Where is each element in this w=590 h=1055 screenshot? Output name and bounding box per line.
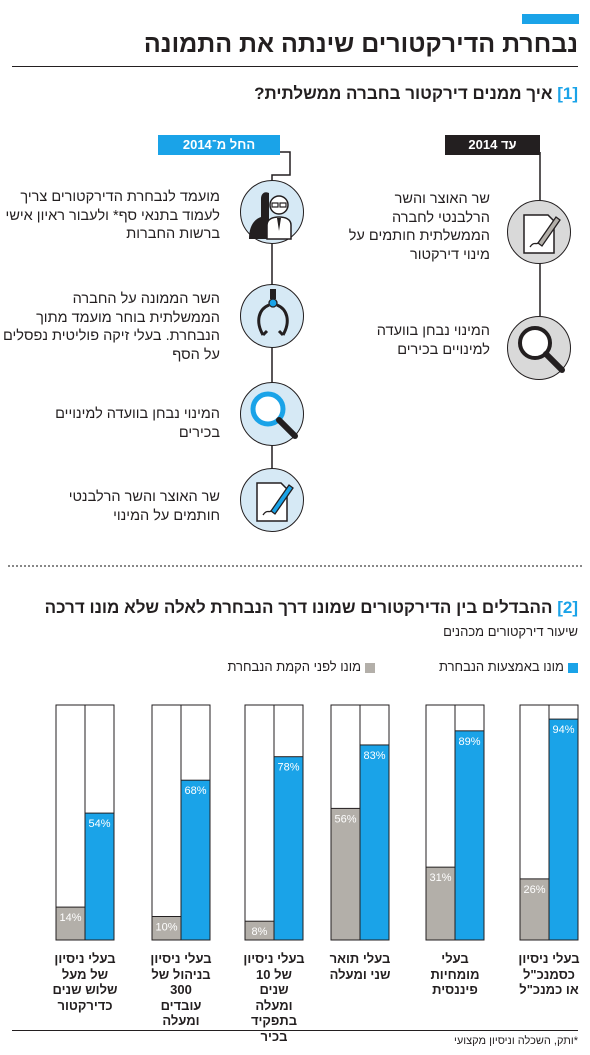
category-label: בעלי תואר שני ומעלה <box>329 951 391 982</box>
category-label: בעלי ניסיון כסמנכ"ל או כמנכ"ל <box>518 951 580 997</box>
value-label-selected: 83% <box>363 750 385 762</box>
bar-before <box>519 878 550 941</box>
before-step-1-text: שר האוצר והשר הרלבנטי לחברה הממשלתית חות… <box>348 191 490 263</box>
section2-title: ההבדלים בין הדירקטורים שמונו דרך הנבחרת … <box>44 598 553 617</box>
businessman-icon <box>240 180 304 244</box>
value-label-before: 26% <box>523 884 545 896</box>
section2-number: [2] <box>557 598 578 617</box>
header-accent-bar <box>522 14 579 24</box>
tag-until-2014: עד 2014 <box>445 135 540 155</box>
value-label-selected: 68% <box>184 785 206 797</box>
after-step-1-text: מועמד לנבחרת הדירקטורים צריך לעמוד בתנאי… <box>5 189 220 242</box>
footnote: *ותק, השכלה וניסיון מקצועי <box>454 1035 578 1047</box>
section1-title: איך ממנים דירקטור בחברה ממשלתית? <box>254 84 553 103</box>
legend-selected-label: מונו באמצעות הנבחרת <box>438 659 564 674</box>
bar-before <box>425 866 456 941</box>
chart-subtitle: שיעור דירקטורים מכהנים <box>443 624 578 639</box>
section2-heading: [2] ההבדלים בין הדירקטורים שמונו דרך הנב… <box>45 598 578 618</box>
value-label-before: 10% <box>155 922 177 934</box>
section-divider <box>8 565 582 567</box>
category-label: בעלי ניסיון בניהול של 300 עובדים ומעלה <box>150 951 212 1028</box>
category-label: בעלי ניסיון של 10 שנים ומעלה בתפקיד בכיר <box>243 951 305 1044</box>
bar-selected <box>454 730 485 941</box>
legend-selected: מונו באמצעות הנבחרת <box>439 659 578 674</box>
bar-outline-before <box>55 704 86 941</box>
bar-outline-before <box>151 704 182 941</box>
value-label-before: 14% <box>59 912 81 924</box>
legend-before: מונו לפני הקמת הנבחרת <box>227 659 375 674</box>
pen-signing-icon <box>240 468 304 532</box>
magnifier-icon <box>240 382 304 446</box>
after-step-4-text: שר האוצר והשר הרלבנטי חותמים על המינוי <box>68 489 220 524</box>
value-label-before: 8% <box>252 926 268 938</box>
bar-before <box>55 906 86 941</box>
page-title: נבחרת הדירקטורים שינתה את התמונה <box>143 30 578 58</box>
value-label-before: 56% <box>334 813 356 825</box>
pen-signing-icon <box>507 200 571 264</box>
bar-selected <box>548 718 579 941</box>
after-step-3-text: המינוי נבחן בוועדה למינויים בכירים <box>55 406 220 441</box>
category-label: בעלי מומחיות פיננסית <box>430 951 480 997</box>
bar-before <box>330 807 361 941</box>
bar-selected <box>273 756 304 941</box>
section1-number: [1] <box>557 84 578 103</box>
claw-grabber-icon <box>240 284 304 348</box>
title-divider <box>12 66 578 67</box>
value-label-selected: 94% <box>552 724 574 736</box>
category-label: בעלי ניסיון של מעל שלוש שנים כדירקטור <box>52 951 118 1013</box>
value-label-selected: 78% <box>277 762 299 774</box>
value-label-selected: 54% <box>88 818 110 830</box>
value-label-selected: 89% <box>458 736 480 748</box>
legend-swatch-gray <box>365 662 375 673</box>
bar-selected <box>84 812 115 941</box>
section1-heading: [1] איך ממנים דירקטור בחברה ממשלתית? <box>254 84 578 104</box>
bar-before <box>244 920 275 941</box>
bar-chart: 94% 26% 89% 31% 83% 56% 78% 8% 68% 10% 54% 14% <box>55 704 579 941</box>
magnifier-icon <box>507 316 571 380</box>
before-step-2-text: המינוי נבחן בוועדה למינויים בכירים <box>376 323 490 358</box>
bar-selected <box>359 744 390 941</box>
after-step-2-text: השר הממונה על החברה הממשלתית בוחר מועמד … <box>3 291 220 363</box>
bar-before <box>151 916 182 941</box>
bar-selected <box>180 779 211 941</box>
value-label-before: 31% <box>429 872 451 884</box>
bar-outline-before <box>244 704 275 941</box>
footnote-divider <box>12 1030 578 1031</box>
legend-before-label: מונו לפני הקמת הנבחרת <box>227 659 361 674</box>
tag-after-2014: החל מ־2014 <box>158 135 280 155</box>
legend-swatch-blue <box>568 662 578 673</box>
